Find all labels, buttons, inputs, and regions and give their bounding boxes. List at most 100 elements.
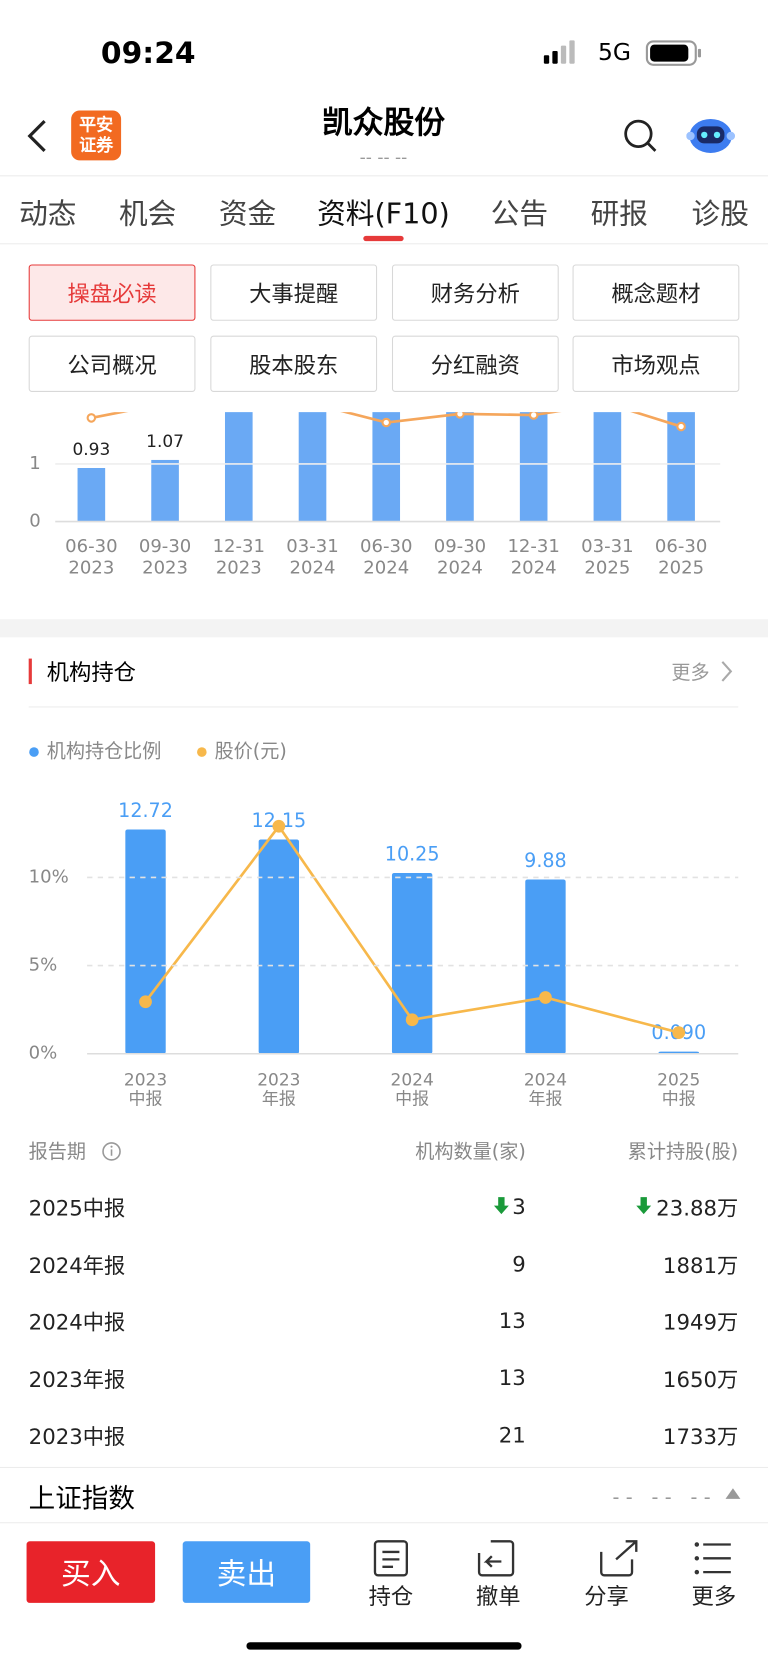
x-tick-label: 2023	[68, 557, 114, 578]
buy-button[interactable]: 买入	[26, 1541, 156, 1603]
x-tick-label: 2024	[363, 557, 409, 578]
x-tick-label: 中报	[395, 1089, 429, 1109]
line-point	[86, 413, 97, 423]
x-tick-label: 06-30	[655, 536, 707, 557]
down-arrow	[636, 1197, 652, 1215]
x-tick-label: 06-30	[65, 536, 117, 557]
table-cell: 1949万	[662, 1309, 739, 1336]
legend-label: 机构持仓比例	[47, 740, 162, 763]
data-label: 1.07	[146, 432, 184, 452]
x-tick-label: 09-30	[434, 536, 486, 557]
bar	[224, 412, 253, 522]
data-label: 9.88	[524, 849, 567, 872]
line-point	[676, 421, 686, 432]
bar	[446, 412, 474, 522]
divider	[0, 243, 768, 245]
table-header: 机构数量(家)	[415, 1140, 526, 1164]
tool-icons	[373, 1540, 731, 1577]
info-icon[interactable]	[101, 1141, 122, 1162]
y-tick-label: 0%	[29, 1043, 58, 1064]
back[interactable]	[23, 117, 55, 155]
bar	[519, 412, 548, 522]
divider	[0, 175, 768, 177]
x-tick-label: 06-30	[360, 536, 412, 557]
tab[interactable]: 资料(F10)	[317, 198, 450, 232]
table-cell: 2025中报	[28, 1195, 126, 1222]
data-label: 0.93	[72, 440, 110, 460]
status-icons	[543, 40, 702, 66]
tab[interactable]: 资金	[218, 198, 277, 232]
line-point	[672, 1026, 686, 1039]
tool-label[interactable]: 更多	[691, 1583, 737, 1610]
tab[interactable]: 诊股	[691, 198, 749, 232]
tab[interactable]: 公告	[490, 198, 549, 232]
table-cell: 2024中报	[28, 1309, 126, 1336]
index-name: 上证指数	[28, 1482, 135, 1514]
bar	[372, 412, 401, 522]
bar	[298, 412, 327, 522]
table-cell: 1650万	[662, 1366, 739, 1393]
bar	[77, 468, 106, 522]
x-tick-label: 2023	[257, 1070, 300, 1090]
table-cell: 2023中报	[28, 1423, 126, 1450]
x-tick-label: 2023	[124, 1070, 167, 1090]
x-tick-label: 年报	[528, 1089, 562, 1109]
table-cell: 2023年报	[28, 1366, 126, 1393]
tab-button[interactable]: 市场观点	[572, 335, 740, 392]
data-label: 10.25	[385, 842, 440, 865]
x-tick-label: 03-31	[581, 536, 633, 557]
tab-button[interactable]: 大事提醒	[210, 264, 378, 321]
divider	[28, 706, 739, 708]
robot[interactable]	[686, 113, 736, 158]
x-tick-label: 2023	[216, 557, 262, 578]
search[interactable]	[622, 117, 658, 155]
table-header: 累计持股(股)	[627, 1140, 739, 1164]
x-tick-label: 年报	[262, 1089, 296, 1109]
table-cell: 13	[498, 1365, 526, 1391]
x-tick-label: 中报	[129, 1089, 163, 1109]
x-tick-label: 12-31	[507, 536, 559, 557]
expand[interactable]	[724, 1487, 741, 1500]
tool-label[interactable]: 分享	[584, 1583, 629, 1610]
tab-button[interactable]: 概念题材	[572, 264, 740, 321]
tab-button[interactable]: 财务分析	[391, 264, 559, 321]
time: 09:24	[100, 35, 196, 71]
tool-label[interactable]: 持仓	[368, 1583, 414, 1610]
tab-button[interactable]: 分红融资	[391, 335, 559, 392]
x-tick-label: 03-31	[286, 536, 338, 557]
logo: 平安 证券	[71, 110, 122, 161]
data-label: 12.72	[118, 799, 173, 822]
table-cell: 1733万	[662, 1423, 739, 1450]
line-point	[381, 417, 392, 428]
x-tick-label: 2024	[391, 1070, 434, 1090]
tab-button[interactable]: 公司概况	[28, 335, 196, 392]
bar	[391, 873, 433, 1054]
legend-dot	[29, 747, 39, 757]
chevron	[721, 661, 733, 682]
x-tick-label: 2024	[437, 557, 483, 578]
plot: 0.93 1.07	[72, 412, 695, 522]
tab[interactable]: 机会	[118, 198, 177, 232]
sell-button[interactable]: 卖出	[182, 1541, 311, 1603]
line-point	[455, 412, 465, 419]
x-tick-label: 12-31	[213, 536, 265, 557]
title: 凯众股份	[321, 104, 446, 141]
x-tick-label: 09-30	[139, 536, 191, 557]
bar	[125, 829, 166, 1054]
bar	[593, 412, 622, 522]
tab-button[interactable]: 股本股东	[210, 335, 378, 392]
line-point	[272, 819, 286, 833]
more[interactable]: 更多	[671, 661, 710, 685]
top-chart: 0.93 1.070106-30202309-30202312-31202303-…	[29, 412, 721, 578]
tab[interactable]: 动态	[19, 198, 77, 232]
index-values: -- -- --	[612, 1486, 718, 1509]
tab[interactable]: 研报	[590, 198, 648, 232]
tab-button[interactable]: 操盘必读	[28, 264, 196, 321]
table-cell: 21	[498, 1422, 526, 1448]
line-point	[539, 991, 552, 1004]
line-point	[139, 995, 152, 1009]
tool-label[interactable]: 撤单	[475, 1583, 521, 1610]
table-cell: 2024年报	[28, 1252, 126, 1279]
